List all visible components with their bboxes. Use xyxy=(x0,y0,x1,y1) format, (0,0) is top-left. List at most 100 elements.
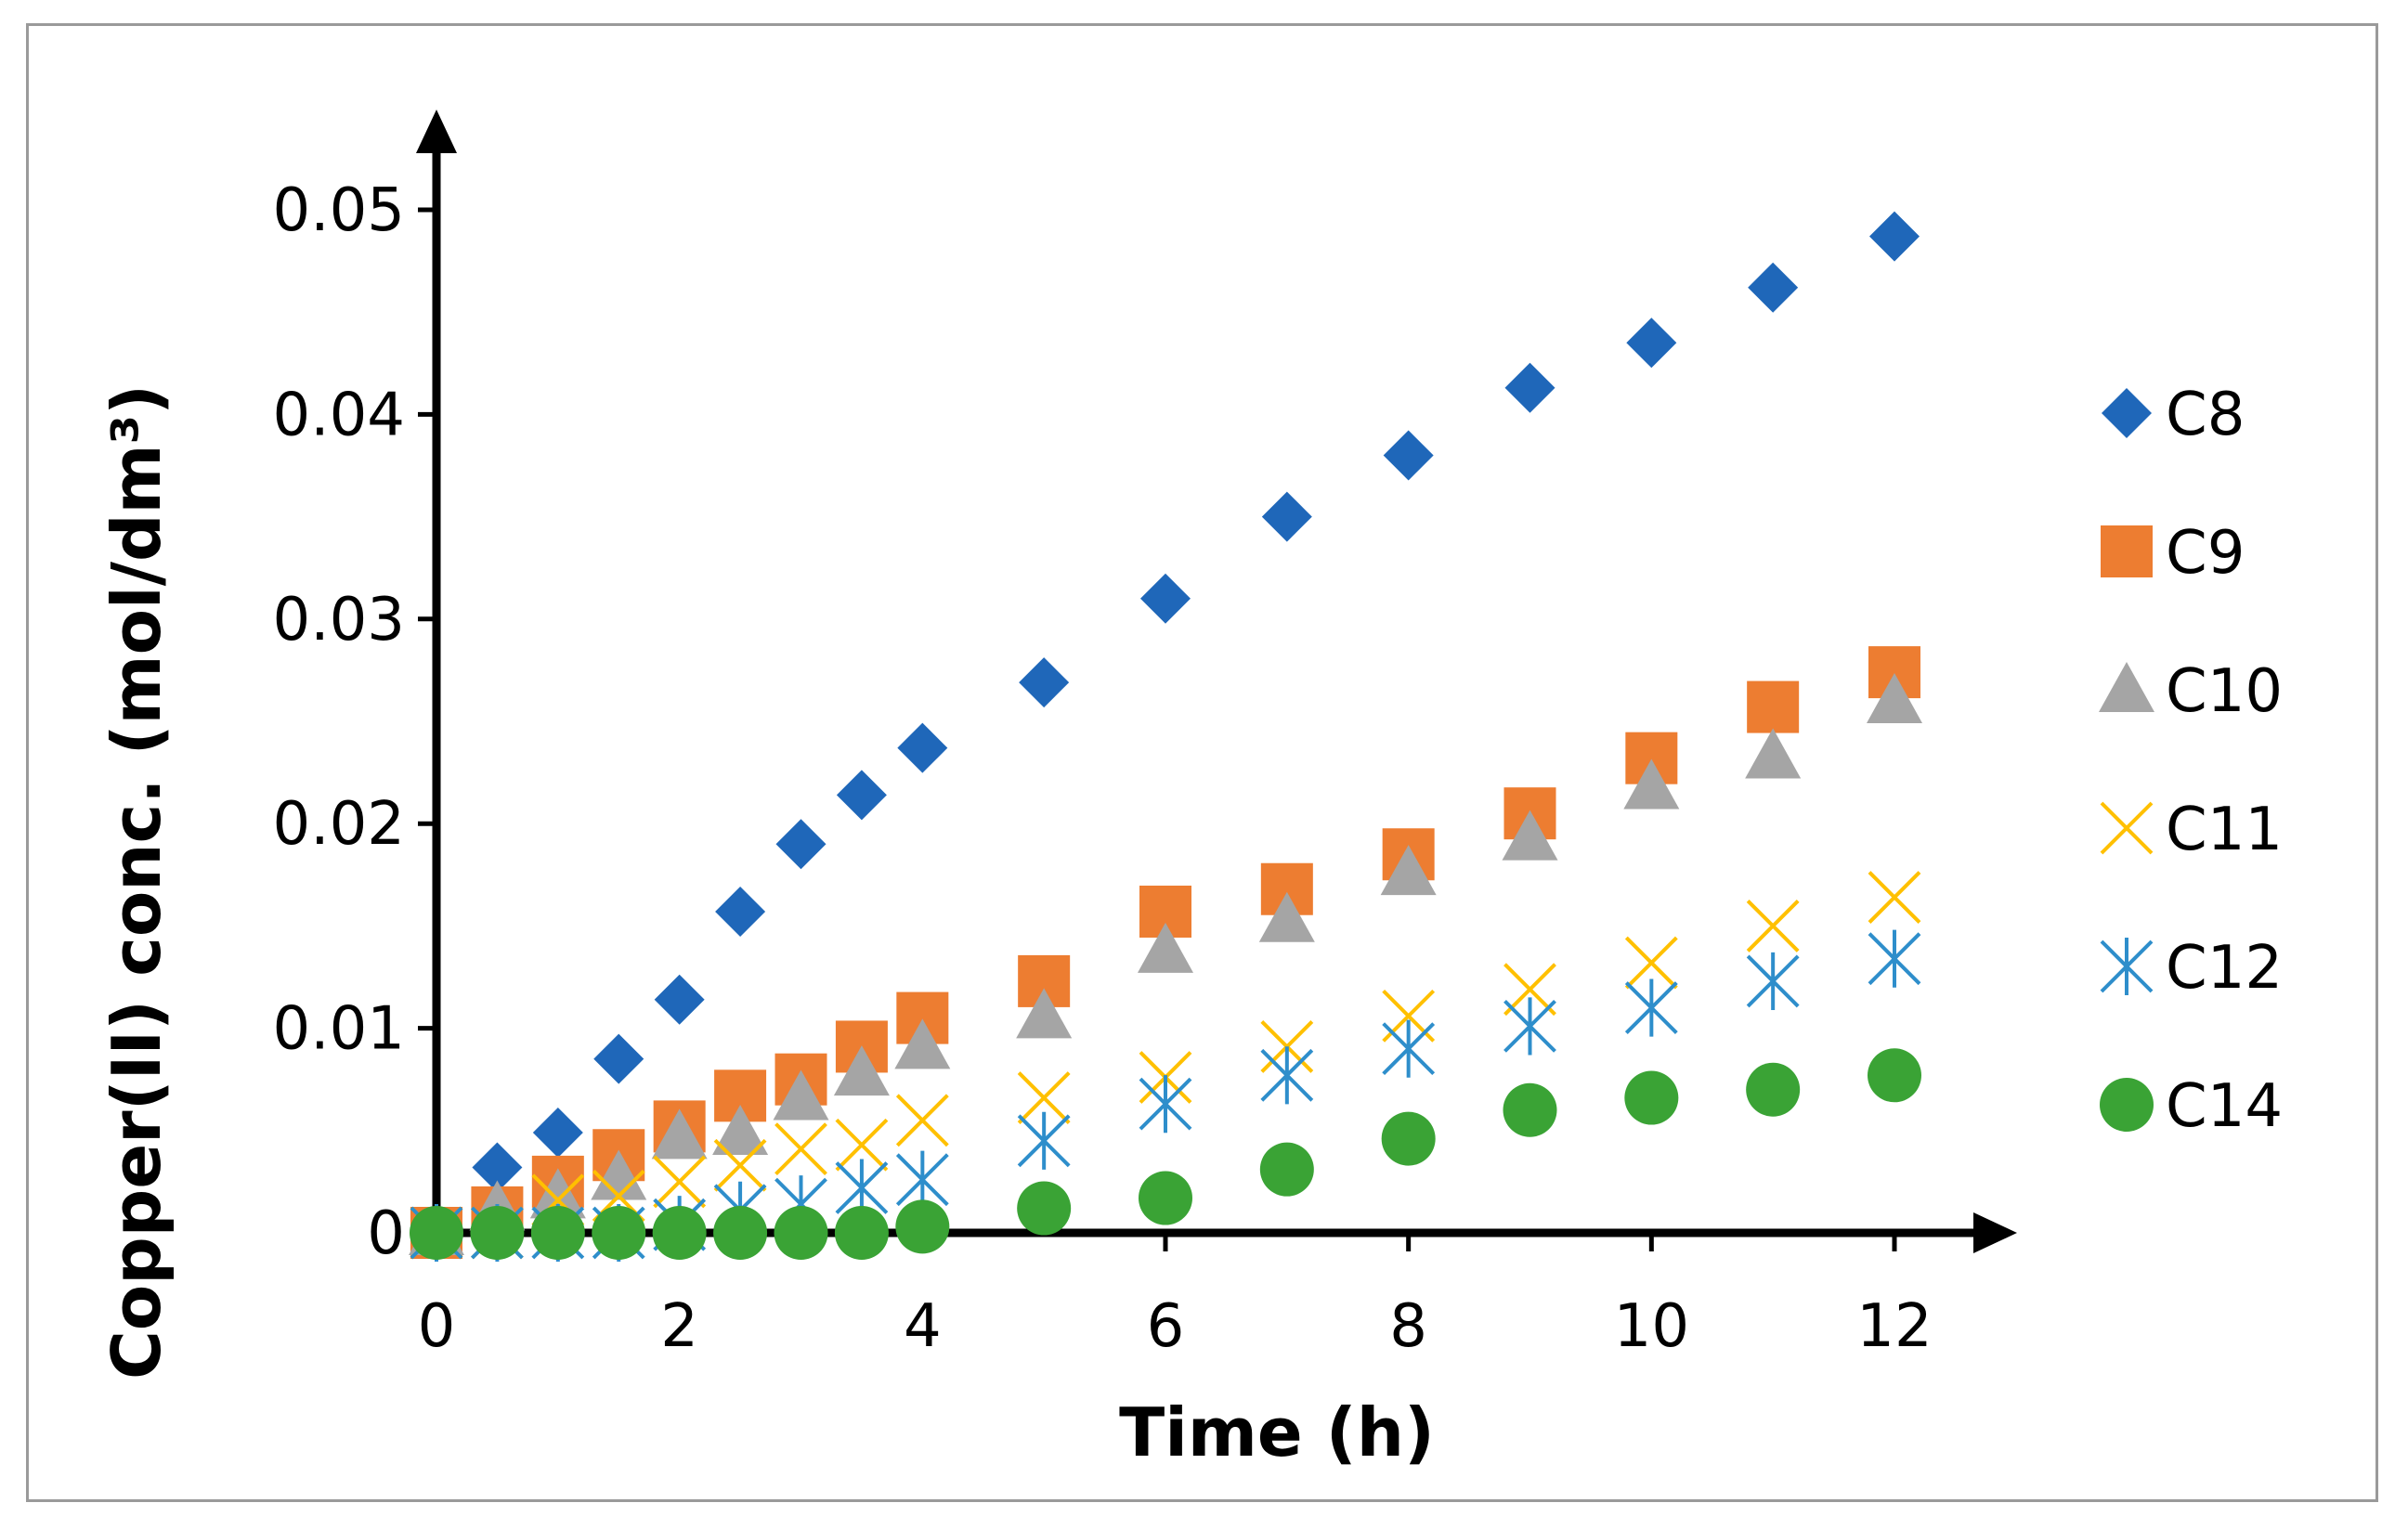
legend-entry-c8: C8 xyxy=(2102,381,2245,449)
y-tick-label: 0.01 xyxy=(273,995,406,1064)
legend-marker-c8 xyxy=(2102,388,2152,438)
data-point-c11 xyxy=(835,1118,889,1172)
legend-marker-c10 xyxy=(2099,662,2154,712)
data-point-c10 xyxy=(1016,988,1073,1039)
data-point-c14 xyxy=(530,1206,585,1260)
legend-marker-c9 xyxy=(2101,525,2153,577)
data-point-c10 xyxy=(712,1105,769,1156)
data-series xyxy=(409,211,1922,1263)
x-axis-title: Time (h) xyxy=(1119,1393,1435,1471)
data-point-c11 xyxy=(1746,899,1800,952)
data-point-c11 xyxy=(895,1094,949,1147)
data-point-c14 xyxy=(652,1206,707,1260)
legend-label: C11 xyxy=(2166,796,2283,864)
data-point-c10 xyxy=(1380,845,1437,896)
legend-label: C14 xyxy=(2166,1072,2283,1141)
legend-entry-c12: C12 xyxy=(2100,934,2283,1003)
data-point-c12 xyxy=(1017,1111,1071,1170)
legend-entry-c10: C10 xyxy=(2099,657,2283,726)
y-tick-label: 0.05 xyxy=(273,176,406,245)
y-tick-label: 0.04 xyxy=(273,381,406,449)
data-point-c8 xyxy=(1140,573,1191,624)
data-point-c8 xyxy=(1504,362,1555,413)
data-point-c12 xyxy=(1382,1019,1436,1078)
data-point-c9 xyxy=(1747,680,1800,733)
legend-marker-c12 xyxy=(2100,937,2154,996)
data-point-c11 xyxy=(713,1138,767,1192)
data-point-c12 xyxy=(1260,1046,1314,1105)
data-point-c10 xyxy=(529,1168,586,1219)
data-point-c14 xyxy=(1381,1111,1436,1166)
data-point-c14 xyxy=(1017,1181,1072,1236)
x-tick-label: 0 xyxy=(418,1292,456,1361)
legend-label: C9 xyxy=(2166,519,2245,588)
data-point-c10 xyxy=(1623,758,1680,810)
data-point-c8 xyxy=(897,722,948,773)
x-axis-arrowhead xyxy=(1973,1212,2017,1253)
data-point-c11 xyxy=(774,1122,827,1176)
legend-label: C8 xyxy=(2166,381,2245,449)
x-tick-label: 12 xyxy=(1856,1292,1932,1361)
data-point-c8 xyxy=(836,770,887,821)
x-tick-label: 6 xyxy=(1147,1292,1185,1361)
data-point-c14 xyxy=(1503,1082,1557,1137)
data-point-c8 xyxy=(1869,211,1920,262)
data-point-c12 xyxy=(1139,1075,1192,1134)
data-point-c8 xyxy=(1748,262,1799,313)
data-point-c14 xyxy=(470,1206,525,1260)
data-point-c12 xyxy=(1746,952,1800,1010)
data-point-c10 xyxy=(1138,922,1193,973)
data-point-c10 xyxy=(1502,810,1558,861)
legend-label: C10 xyxy=(2166,657,2283,726)
x-axis-ticks: 0 2 4 6 8 10 12 xyxy=(418,1233,1933,1361)
data-point-c8 xyxy=(1261,491,1312,542)
data-point-c11 xyxy=(1868,871,1921,924)
x-tick-label: 10 xyxy=(1614,1292,1689,1361)
axes: 0 0.01 0.02 0.03 0.04 0.05 0 2 4 6 8 10 12 xyxy=(273,110,2017,1361)
legend-label: C12 xyxy=(2166,934,2283,1003)
x-tick-label: 4 xyxy=(904,1292,942,1361)
x-tick-label: 8 xyxy=(1389,1292,1427,1361)
data-point-c8 xyxy=(715,886,766,937)
data-point-c12 xyxy=(1868,929,1921,988)
data-point-c10 xyxy=(651,1108,708,1160)
data-point-c11 xyxy=(1017,1071,1071,1124)
data-point-c8 xyxy=(472,1142,523,1193)
data-point-c14 xyxy=(410,1206,463,1260)
data-point-c10 xyxy=(1745,728,1802,779)
data-point-c14 xyxy=(1139,1171,1192,1225)
data-point-c8 xyxy=(1383,430,1434,481)
data-point-c14 xyxy=(895,1199,950,1254)
data-point-c8 xyxy=(593,1033,644,1084)
data-point-c11 xyxy=(1624,936,1678,990)
data-point-c10 xyxy=(591,1149,647,1200)
data-point-c10 xyxy=(773,1069,829,1121)
legend-entry-c9: C9 xyxy=(2101,519,2245,588)
data-point-c8 xyxy=(654,974,705,1025)
data-point-c12 xyxy=(1624,978,1678,1037)
data-point-c8 xyxy=(1626,317,1677,369)
data-point-c12 xyxy=(895,1150,949,1209)
data-point-c14 xyxy=(1259,1142,1314,1197)
data-point-c10 xyxy=(894,1018,951,1069)
y-tick-label: 0.03 xyxy=(273,586,406,654)
data-point-c12 xyxy=(1503,997,1556,1056)
data-point-c14 xyxy=(834,1206,889,1260)
data-point-c14 xyxy=(774,1206,828,1260)
data-point-c8 xyxy=(532,1108,583,1159)
y-tick-label: 0.02 xyxy=(273,790,406,859)
legend-marker-c11 xyxy=(2100,801,2154,855)
legend-entry-c11: C11 xyxy=(2100,796,2283,864)
y-axis-title: Copper(II) conc. (mol/dm³) xyxy=(98,384,176,1380)
data-point-c14 xyxy=(1624,1070,1679,1125)
y-axis-ticks: 0 0.01 0.02 0.03 0.04 0.05 xyxy=(273,176,436,1268)
legend-entry-c14: C14 xyxy=(2100,1072,2283,1141)
series-c14 xyxy=(410,1048,1921,1260)
data-point-c11 xyxy=(653,1155,707,1209)
x-tick-label: 2 xyxy=(660,1292,698,1361)
data-point-c8 xyxy=(1019,657,1070,708)
y-axis-arrowhead xyxy=(416,110,457,153)
data-point-c11 xyxy=(1503,963,1556,1017)
data-point-c14 xyxy=(713,1206,768,1260)
